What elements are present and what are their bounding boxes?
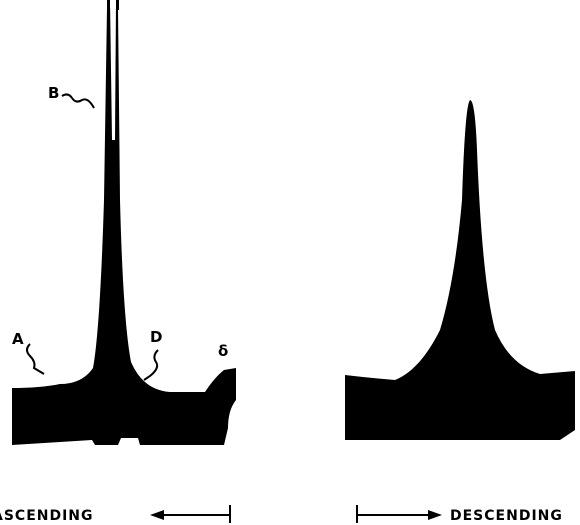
pointer xyxy=(27,344,44,374)
page: B A D δ ASCENDING DESCENDING (() => { co… xyxy=(0,0,580,525)
pointer xyxy=(62,94,94,108)
label-a: A xyxy=(12,330,24,348)
label-delta: δ xyxy=(218,342,228,360)
arrow-head xyxy=(428,510,442,520)
caption-descending: DESCENDING xyxy=(450,508,563,524)
label-d: D xyxy=(150,328,162,346)
label-b: B xyxy=(48,84,59,102)
pointer xyxy=(144,350,158,380)
descending-pattern xyxy=(345,100,575,440)
arrow-head xyxy=(150,510,164,520)
figure: B A D δ ASCENDING DESCENDING xyxy=(0,0,580,525)
peak-top xyxy=(116,0,119,10)
caption-ascending: ASCENDING xyxy=(0,508,94,524)
ascending-pattern xyxy=(12,8,236,445)
peak-top xyxy=(107,0,110,10)
